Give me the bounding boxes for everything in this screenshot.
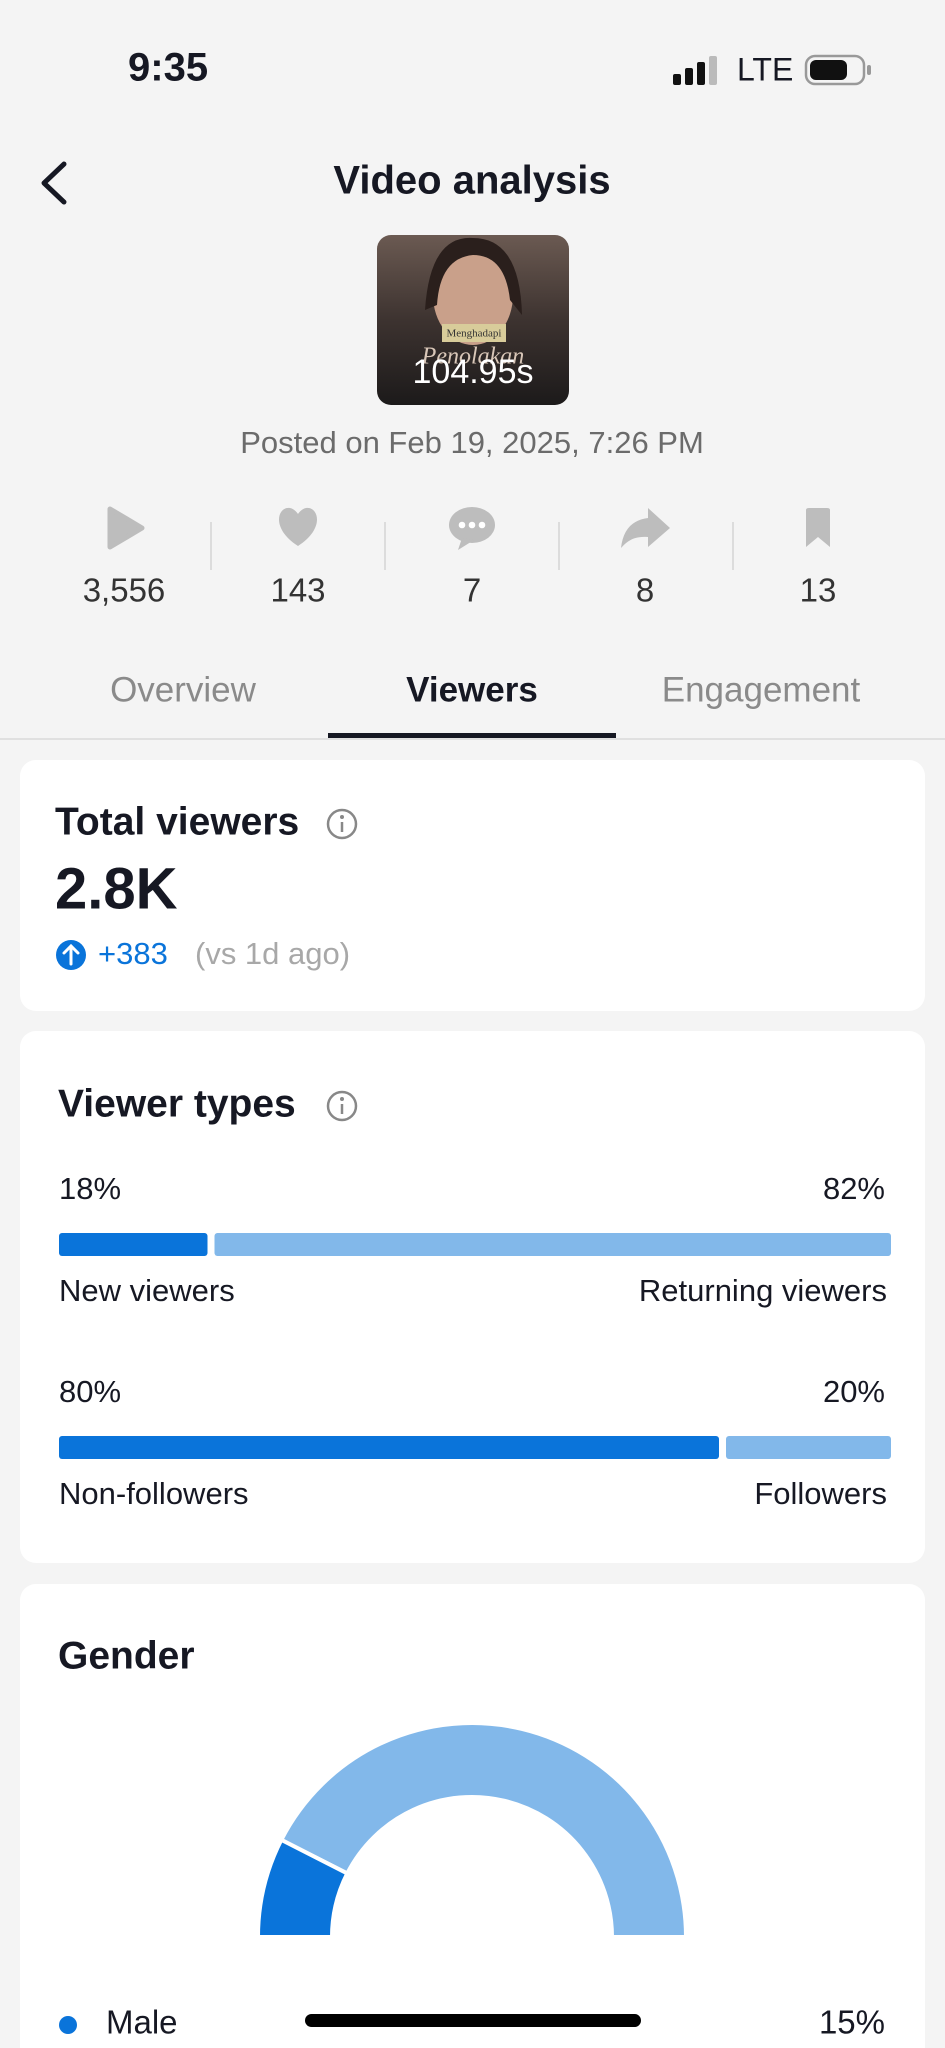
tab-underline bbox=[328, 733, 616, 738]
share-icon bbox=[621, 508, 670, 548]
total-viewers-value: 2.8K bbox=[55, 856, 178, 921]
favorite-icon bbox=[806, 508, 830, 547]
play-icon bbox=[107, 506, 145, 550]
percent-label: 20% bbox=[823, 1374, 885, 1409]
comparison-period: (vs 1d ago) bbox=[195, 936, 350, 971]
thumbnail-text: Penolakan bbox=[421, 344, 525, 370]
card-title: Viewer types bbox=[58, 1082, 296, 1125]
bar-segment bbox=[59, 1436, 719, 1459]
card-title: Gender bbox=[58, 1634, 195, 1677]
legend-dot bbox=[59, 2016, 77, 2034]
stat-dividers bbox=[210, 522, 734, 570]
comment-icon bbox=[449, 507, 495, 550]
video-thumbnail[interactable]: Menghadapi Penolakan 104.95s bbox=[377, 235, 569, 405]
bar-segment bbox=[726, 1436, 891, 1459]
bar-segment bbox=[59, 1233, 208, 1256]
stat-value: 3,556 bbox=[83, 572, 166, 609]
bar-label: Returning viewers bbox=[639, 1273, 887, 1308]
tab[interactable]: Overview bbox=[110, 670, 257, 709]
card-title: Total viewers bbox=[55, 800, 299, 843]
video-duration: 104.95s bbox=[413, 353, 534, 391]
donut-track bbox=[278, 1721, 689, 1939]
gender-card bbox=[20, 1584, 925, 2048]
bar-label: Followers bbox=[754, 1476, 887, 1511]
bar-label: New viewers bbox=[59, 1273, 235, 1308]
info-icon[interactable] bbox=[326, 808, 358, 840]
bar-segment bbox=[214, 1233, 891, 1256]
signal-icon bbox=[673, 56, 717, 85]
viewer-change: +383 bbox=[98, 936, 168, 971]
stat-icons bbox=[107, 506, 830, 550]
legend-label: Male bbox=[106, 2004, 178, 2041]
viewer-types-card bbox=[20, 1031, 925, 1563]
battery-icon bbox=[804, 54, 871, 86]
percent-label: 18% bbox=[59, 1171, 121, 1206]
page-title: Video analysis bbox=[333, 159, 610, 203]
stat-value: 8 bbox=[636, 572, 654, 609]
legend-value: 15% bbox=[819, 2004, 885, 2041]
bar-label: Non-followers bbox=[59, 1476, 249, 1511]
tab[interactable]: Viewers bbox=[406, 670, 538, 709]
home-indicator bbox=[305, 2014, 641, 2027]
tab[interactable]: Engagement bbox=[662, 670, 861, 709]
stat-value: 143 bbox=[270, 572, 325, 609]
status-network: LTE bbox=[737, 51, 793, 87]
percent-label: 82% bbox=[823, 1171, 885, 1206]
percent-label: 80% bbox=[59, 1374, 121, 1409]
thumbnail-text: Menghadapi bbox=[447, 328, 502, 340]
stat-value: 7 bbox=[463, 572, 481, 609]
increase-icon bbox=[56, 940, 86, 970]
like-icon bbox=[279, 507, 317, 546]
status-time: 9:35 bbox=[128, 46, 208, 90]
back-button[interactable] bbox=[41, 161, 67, 205]
posted-date: Posted on Feb 19, 2025, 7:26 PM bbox=[240, 425, 704, 460]
info-icon[interactable] bbox=[326, 1090, 358, 1122]
donut-segment bbox=[255, 1837, 350, 1939]
stat-value: 13 bbox=[800, 572, 837, 609]
total-viewers-card bbox=[20, 760, 925, 1011]
